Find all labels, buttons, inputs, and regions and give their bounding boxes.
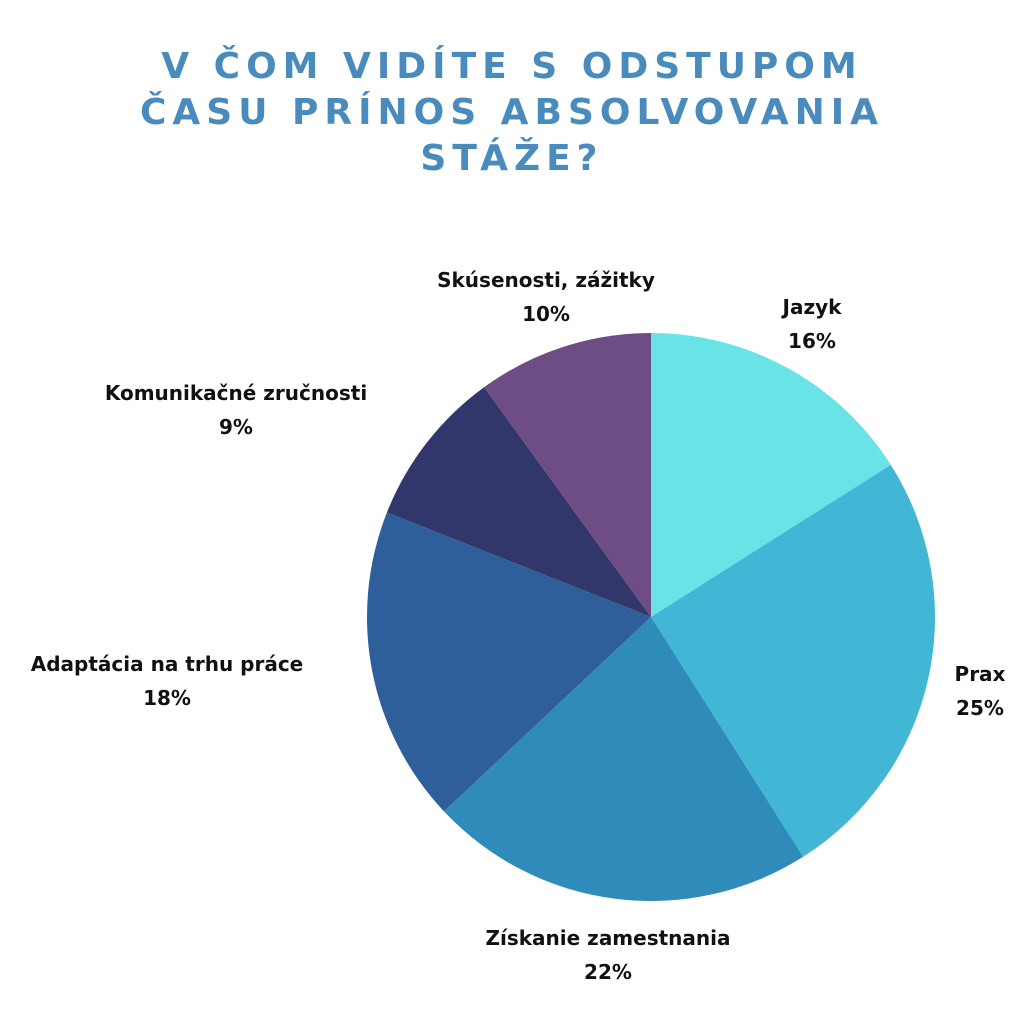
slice-label-jazyk: Jazyk 16% — [783, 290, 842, 358]
pie-slice-3 — [366, 512, 651, 812]
pie-slice-0 — [651, 333, 891, 617]
pie-slice-2 — [443, 617, 804, 901]
pie-slices — [366, 333, 935, 901]
slice-label-ziskanie-zamestnania-name: Získanie zamestnania — [485, 926, 731, 950]
slice-label-skusenosti-zazitky-name: Skúsenosti, zážitky — [437, 268, 655, 292]
chart-title-line-3: STÁŽE? — [420, 138, 604, 179]
slice-label-adaptacia-value: 18% — [143, 686, 191, 710]
slice-label-prax-name: Prax — [954, 662, 1006, 686]
chart-title: V ČOM VIDÍTE S ODSTUPOM ČASU PRÍNOS ABSO… — [0, 44, 1024, 182]
slice-label-prax-value: 25% — [956, 696, 1004, 720]
slice-label-komunikacne-zrucnosti-name: Komunikačné zručnosti — [104, 381, 368, 405]
chart-title-line-2: ČASU PRÍNOS ABSOLVOVANIA — [139, 92, 884, 133]
chart-title-line-1: V ČOM VIDÍTE S ODSTUPOM — [161, 46, 863, 87]
slice-label-ziskanie-zamestnania: Získanie zamestnania 22% — [485, 921, 730, 989]
slice-label-ziskanie-zamestnania-value: 22% — [584, 960, 632, 984]
slice-label-skusenosti-zazitky-value: 10% — [522, 302, 570, 326]
slice-label-komunikacne-zrucnosti: Komunikačné zručnosti 9% — [105, 376, 367, 444]
slice-label-jazyk-name: Jazyk — [782, 295, 842, 319]
pie-slice-1 — [651, 464, 935, 857]
slice-label-skusenosti-zazitky: Skúsenosti, zážitky 10% — [437, 263, 655, 331]
slice-label-adaptacia: Adaptácia na trhu práce 18% — [31, 647, 304, 715]
pie-slice-5 — [484, 333, 651, 617]
slice-label-adaptacia-name: Adaptácia na trhu práce — [30, 652, 304, 676]
slice-label-jazyk-value: 16% — [788, 329, 836, 353]
pie-slice-4 — [386, 387, 651, 617]
slice-label-komunikacne-zrucnosti-value: 9% — [219, 415, 253, 439]
slice-label-prax: Prax 25% — [955, 657, 1006, 725]
